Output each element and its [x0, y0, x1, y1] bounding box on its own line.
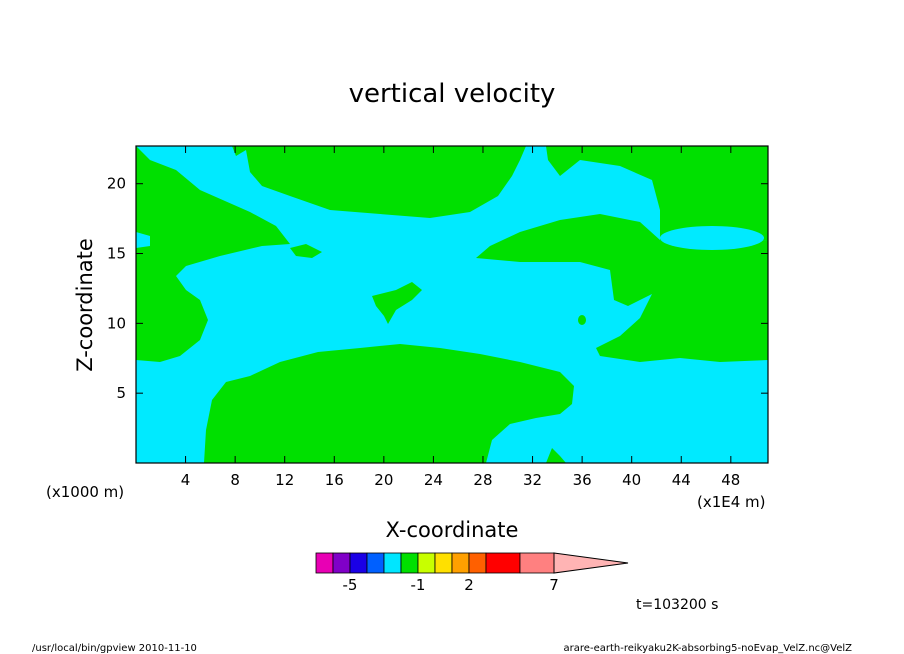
- y-tick-label: 10: [107, 314, 126, 332]
- y-tick-label: 20: [107, 175, 126, 193]
- region-green-upper-left: [136, 146, 526, 218]
- region-green-bottom: [204, 344, 574, 463]
- y-axis: 5 10 15 20: [107, 175, 768, 402]
- x-axis-label: X-coordinate: [386, 518, 519, 542]
- region-green-right: [476, 214, 768, 362]
- colorbar-tick-label: -1: [411, 576, 426, 594]
- x-scale-label: (x1000 m): [46, 483, 124, 501]
- colorbar-tick-label: 2: [464, 576, 474, 594]
- x-tick-label: 20: [374, 471, 393, 489]
- region-green-bottom-right: [546, 448, 566, 463]
- program-info: /usr/local/bin/gpview 2010-11-10: [32, 643, 197, 654]
- colorbar-segment: [332, 552, 351, 574]
- y-tick-label: 15: [107, 245, 126, 263]
- colorbar-segment: [451, 552, 470, 574]
- colorbar-segment: [468, 552, 487, 574]
- x-tick-label: 36: [573, 471, 592, 489]
- x-tick-label: 48: [721, 471, 740, 489]
- colorbar-segment: [485, 552, 521, 574]
- y-tick-label: 5: [116, 384, 126, 402]
- x-tick-label: 12: [275, 471, 294, 489]
- colorbar-tick-label: 7: [549, 576, 559, 594]
- x-axis: 4 8 12 16 20 24 28 32 36 40 44 48: [181, 146, 740, 489]
- x-tick-label: 4: [181, 471, 191, 489]
- x-tick-label: 16: [325, 471, 344, 489]
- time-label: t=103200 s: [636, 597, 718, 613]
- x-tick-label: 44: [672, 471, 691, 489]
- colorbar-segment: [417, 552, 436, 574]
- contour-field: [136, 146, 768, 463]
- region-green-island-center: [372, 282, 422, 324]
- colorbar: [315, 552, 629, 574]
- x-tick-label: 8: [230, 471, 240, 489]
- region-cyan-right-pocket: [660, 226, 764, 250]
- plot-frame: [135, 145, 769, 464]
- region-green-blob-small: [290, 244, 322, 258]
- region-green-upper-right: [546, 146, 768, 244]
- chart-title: vertical velocity: [349, 79, 556, 109]
- colorbar-labels: -5 -1 2 7: [343, 576, 559, 594]
- colorbar-segment: [349, 552, 368, 574]
- file-info: arare-earth-reikyaku2K-absorbing5-noEvap…: [564, 643, 853, 654]
- x-tick-label: 28: [473, 471, 492, 489]
- region-green-left: [136, 146, 290, 362]
- colorbar-arrow: [553, 552, 629, 574]
- x-tick-label: 40: [622, 471, 641, 489]
- colorbar-tick-label: -5: [343, 576, 358, 594]
- colorbar-segment: [434, 552, 453, 574]
- region-green-blob-tiny: [578, 315, 586, 325]
- y-axis-label: Z-coordinate: [73, 238, 97, 372]
- colorbar-segment: [400, 552, 419, 574]
- colorbar-segment: [383, 552, 402, 574]
- x-tick-label: 32: [523, 471, 542, 489]
- colorbar-segment: [315, 552, 334, 574]
- x-tick-label: 24: [424, 471, 443, 489]
- colorbar-segment: [366, 552, 385, 574]
- colorbar-segment: [519, 552, 555, 574]
- x-units-label: (x1E4 m): [697, 493, 766, 511]
